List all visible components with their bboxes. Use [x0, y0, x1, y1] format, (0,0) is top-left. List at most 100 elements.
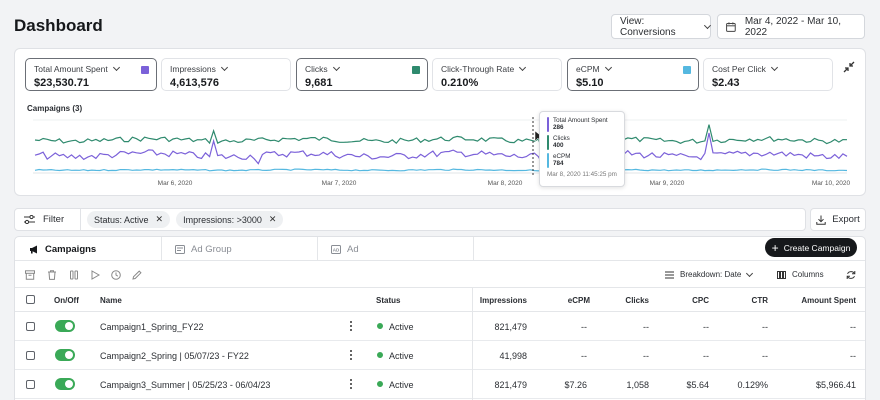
column-header-status[interactable]: Status — [376, 296, 401, 305]
metric-card-clicks[interactable]: Clicks 9,681 — [296, 58, 428, 91]
tab-campaigns[interactable]: Campaigns — [15, 237, 161, 261]
table-toolbar: Breakdown: Date Columns — [15, 262, 865, 288]
tab-divider — [161, 237, 162, 261]
refresh-icon[interactable] — [846, 270, 856, 280]
series-line-ecpm — [34, 168, 848, 172]
tooltip-value: 286 — [553, 124, 564, 131]
table-header: On/Off Name Status Impressions eCPM Clic… — [15, 288, 865, 312]
filter-button[interactable]: Filter — [15, 209, 81, 230]
pencil-icon[interactable] — [132, 270, 142, 280]
column-header-on-off[interactable]: On/Off — [54, 296, 79, 305]
column-header-ecpm[interactable]: eCPM — [567, 296, 590, 305]
chevron-down-icon — [604, 63, 612, 72]
metrics-panel: Total Amount Spent $23,530.71 Impression… — [14, 48, 866, 196]
cell-clicks: -- — [643, 322, 649, 332]
trend-chart[interactable]: Mar 6, 2020 Mar 7, 2020 Mar 8, 2020 Mar … — [25, 115, 855, 191]
metric-card-impressions[interactable]: Impressions 4,613,576 — [161, 58, 291, 91]
cell-impressions: 41,998 — [499, 351, 527, 361]
pause-icon[interactable] — [69, 270, 79, 280]
tab-divider — [473, 237, 474, 261]
tab-ad-group[interactable]: Ad Group — [161, 237, 317, 261]
metric-label: Total Amount Spent — [34, 64, 108, 74]
chevron-down-icon — [112, 63, 120, 72]
close-icon[interactable]: ✕ — [155, 214, 164, 224]
column-header-clicks[interactable]: Clicks — [625, 296, 649, 305]
status-dot — [377, 381, 383, 387]
metric-value: $23,530.71 — [34, 77, 90, 89]
cell-cpc: $5.64 — [686, 380, 709, 390]
series-line-total-amount-spent — [34, 132, 848, 166]
metric-card-cost-per-click[interactable]: Cost Per Click $2.43 — [703, 58, 833, 91]
export-button[interactable]: Export — [810, 208, 866, 231]
cell-impressions: 821,479 — [494, 380, 527, 390]
metric-card-total-amount-spent[interactable]: Total Amount Spent $23,530.71 — [25, 58, 157, 91]
clock-icon[interactable] — [111, 270, 121, 280]
tooltip-swatch — [547, 135, 549, 150]
list-icon — [665, 271, 674, 278]
date-range-picker[interactable]: Mar 4, 2022 - Mar 10, 2022 — [717, 14, 865, 39]
tab-divider — [317, 237, 318, 261]
metric-value: $5.10 — [576, 77, 604, 89]
on-off-toggle[interactable] — [55, 378, 75, 390]
more-options-icon[interactable] — [350, 379, 353, 389]
tooltip-row: eCPM 784 — [547, 153, 617, 168]
metric-label: eCPM — [576, 64, 600, 74]
row-checkbox[interactable] — [26, 380, 35, 389]
tooltip-label: Clicks — [553, 135, 570, 142]
more-options-icon[interactable] — [350, 350, 353, 360]
chevron-down-icon — [519, 63, 527, 72]
table-row[interactable]: Campaign1_Spring_FY22 Active 821,479 -- … — [15, 312, 865, 341]
tab-label: Campaigns — [45, 243, 97, 255]
filter-chip-status[interactable]: Status: Active ✕ — [87, 211, 171, 228]
collapse-icon[interactable] — [843, 61, 855, 73]
table-row[interactable]: Campaign3_Summer | 05/25/23 - 06/04/23 A… — [15, 370, 865, 399]
columns-button[interactable]: Columns — [777, 270, 824, 279]
cell-ctr: -- — [762, 351, 768, 361]
tab-ad[interactable]: AD Ad — [317, 237, 473, 261]
row-checkbox[interactable] — [26, 322, 35, 331]
status-dot — [377, 323, 383, 329]
create-campaign-button[interactable]: + Create Campaign — [765, 238, 857, 257]
metric-label: Click-Through Rate — [441, 64, 515, 74]
filter-chip-impressions[interactable]: Impressions: >3000 ✕ — [176, 211, 284, 228]
chip-label: Impressions: >3000 — [183, 214, 262, 225]
column-header-name[interactable]: Name — [100, 296, 122, 305]
cell-cpc: -- — [703, 351, 709, 361]
x-tick-label: Mar 6, 2020 — [158, 180, 193, 187]
tooltip-row: Total Amount Spent 286 — [547, 117, 617, 132]
cell-amount-spent: -- — [850, 322, 856, 332]
on-off-toggle[interactable] — [55, 320, 75, 332]
column-header-cpc[interactable]: CPC — [692, 296, 709, 305]
breakdown-select[interactable]: Breakdown: Date — [665, 269, 754, 279]
columns-label: Columns — [792, 270, 824, 279]
column-header-amount-spent[interactable]: Amount Spent — [801, 296, 856, 305]
archive-icon[interactable] — [25, 270, 35, 280]
cell-ctr: 0.129% — [737, 380, 768, 390]
close-icon[interactable]: ✕ — [268, 214, 277, 224]
campaign-name[interactable]: Campaign2_Spring | 05/07/23 - FY22 — [100, 351, 249, 361]
x-tick-label: Mar 9, 2020 — [650, 180, 685, 187]
trash-icon[interactable] — [47, 270, 57, 280]
svg-text:AD: AD — [333, 247, 340, 252]
play-icon[interactable] — [90, 270, 100, 280]
tab-label: Ad Group — [191, 243, 232, 255]
tooltip-label: Total Amount Spent — [553, 117, 608, 124]
more-options-icon[interactable] — [350, 321, 353, 331]
metric-card-click-through-rate[interactable]: Click-Through Rate 0.210% — [432, 58, 562, 91]
chip-label: Status: Active — [94, 214, 149, 225]
column-header-impressions[interactable]: Impressions — [479, 296, 527, 305]
row-checkbox[interactable] — [26, 351, 35, 360]
view-select[interactable]: View: Conversions — [611, 14, 712, 39]
cell-clicks: 1,058 — [626, 380, 649, 390]
ad-icon: AD — [331, 244, 341, 254]
column-header-ctr[interactable]: CTR — [751, 296, 768, 305]
table-row[interactable]: Campaign2_Spring | 05/07/23 - FY22 Activ… — [15, 341, 865, 370]
campaign-name[interactable]: Campaign1_Spring_FY22 — [100, 322, 204, 332]
on-off-toggle[interactable] — [55, 349, 75, 361]
metric-card-ecpm[interactable]: eCPM $5.10 — [567, 58, 699, 91]
select-all-checkbox[interactable] — [26, 295, 35, 304]
sliders-icon — [24, 215, 35, 224]
chart-tooltip: Total Amount Spent 286 Clicks 400 eCPM 784 … — [539, 111, 625, 187]
cell-ecpm: -- — [581, 351, 587, 361]
campaign-name[interactable]: Campaign3_Summer | 05/25/23 - 06/04/23 — [100, 380, 271, 390]
